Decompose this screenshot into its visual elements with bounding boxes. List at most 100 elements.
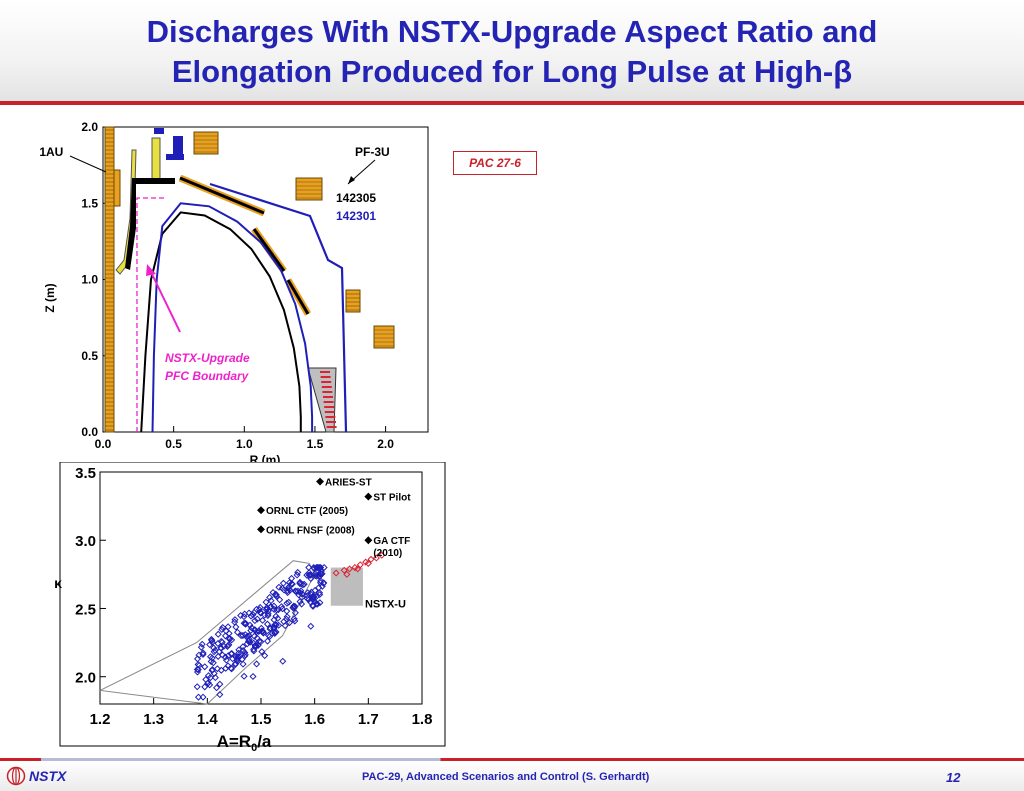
nstx-point xyxy=(249,672,257,681)
pf3u-arrowhead xyxy=(348,176,355,184)
nstx-point xyxy=(239,646,247,655)
passive-plate-core-2 xyxy=(286,279,310,315)
nstx-point xyxy=(204,672,213,680)
footer-divider xyxy=(0,758,1024,761)
nstx-point xyxy=(284,589,292,597)
nstx-point xyxy=(295,591,303,599)
slide-footer xyxy=(0,761,1024,791)
nstx-point xyxy=(243,633,251,641)
nstx-point xyxy=(303,571,311,579)
center-stack xyxy=(104,126,115,433)
title-line-1: Discharges With NSTX-Upgrade Aspect Rati… xyxy=(146,14,878,49)
nstx-point xyxy=(318,570,326,578)
nstx-point xyxy=(210,669,218,678)
nstx-point xyxy=(298,600,306,608)
nstx-point xyxy=(257,609,265,617)
nstx-point xyxy=(228,650,236,658)
nstx-point xyxy=(254,641,262,649)
nstx-point xyxy=(213,684,221,692)
nstx-point xyxy=(297,580,305,588)
nstx-point xyxy=(276,596,284,604)
nstx-point xyxy=(220,642,228,650)
nstx-point xyxy=(216,680,224,688)
nstxu-point xyxy=(354,565,362,573)
nstx-point xyxy=(232,660,240,668)
nstxu-point xyxy=(332,569,340,577)
nstx-point xyxy=(198,640,206,648)
design-point-label: ORNL FNSF (2008) xyxy=(266,525,355,536)
nstx-point xyxy=(262,606,270,614)
nstx-point xyxy=(292,587,300,595)
nstx-point xyxy=(233,628,242,636)
pfc-boundary xyxy=(136,197,166,432)
nstx-point xyxy=(245,632,253,640)
series-142301 xyxy=(151,202,314,433)
series-142305 xyxy=(140,211,302,433)
p2-xtick-label: 1.8 xyxy=(412,711,433,728)
nstxu-point xyxy=(367,555,375,563)
nstx-point xyxy=(234,652,242,661)
nstx-point xyxy=(285,619,294,627)
nstx-point xyxy=(235,646,243,654)
plot2-panel-border xyxy=(59,461,446,747)
nstx-point xyxy=(258,648,266,656)
nstx-point xyxy=(241,610,249,618)
nstx-point xyxy=(261,652,269,660)
blue-coil-upper xyxy=(173,136,183,156)
p2-ytick-label: 2.0 xyxy=(75,670,96,687)
nstx-point xyxy=(222,656,230,664)
header-divider xyxy=(0,101,1024,105)
nstx-data-cluster xyxy=(193,563,328,701)
nstx-point xyxy=(247,626,255,635)
plot2-ylabel: κ xyxy=(54,575,62,591)
page-number: 12 xyxy=(946,770,961,785)
p2-ytick-label: 3.5 xyxy=(75,465,96,482)
nstx-point xyxy=(264,637,272,645)
nstx-point xyxy=(240,672,248,680)
p1-ytick-label: 0.5 xyxy=(81,349,98,363)
nstx-point xyxy=(293,571,301,579)
nstx-point xyxy=(315,563,323,572)
nstx-point xyxy=(253,605,261,613)
nstx-point xyxy=(291,617,299,625)
label-pfc-1: NSTX-Upgrade xyxy=(165,351,250,365)
nstx-point xyxy=(271,621,279,629)
passive-plate-core-0 xyxy=(179,176,265,215)
p1-xtick-label: 1.0 xyxy=(236,437,253,451)
nstx-point xyxy=(250,632,258,640)
nstx-point xyxy=(280,618,288,626)
nstx-point xyxy=(199,693,207,701)
nstx-point xyxy=(315,589,324,597)
passive-plate-core-1 xyxy=(252,228,286,272)
nstx-point xyxy=(218,651,227,659)
nstx-point xyxy=(193,683,201,691)
nstx-point xyxy=(307,622,315,630)
nstxu-box xyxy=(330,567,363,606)
nstx-logo-text: NSTX xyxy=(29,768,67,784)
design-point-label: GA CTF xyxy=(373,536,410,547)
nstx-point xyxy=(272,628,280,636)
nstx-point xyxy=(249,611,257,619)
nstx-point xyxy=(310,564,318,572)
nstx-point xyxy=(245,635,253,643)
nstx-point xyxy=(207,635,215,643)
nstx-point xyxy=(291,587,299,595)
p2-ytick-label: 3.0 xyxy=(75,533,96,550)
p2-xtick-label: 1.3 xyxy=(143,711,164,728)
nstx-point xyxy=(296,580,304,588)
pf1au-leader xyxy=(69,155,107,173)
plot2-xlabel: A=R0/a xyxy=(217,732,272,754)
nstxu-point xyxy=(362,558,370,566)
nstx-point xyxy=(316,599,324,607)
nstx-point xyxy=(279,579,287,587)
nstx-point xyxy=(279,657,287,665)
nstx-point xyxy=(275,583,283,591)
nstxu-data xyxy=(332,551,386,578)
nstx-point xyxy=(216,691,224,699)
nstx-point xyxy=(266,624,274,632)
nstx-point xyxy=(304,589,312,597)
nstx-point xyxy=(311,570,319,578)
legend-142301: 142301 xyxy=(336,209,376,223)
plot1-series xyxy=(140,202,314,433)
nstx-point xyxy=(275,621,283,629)
